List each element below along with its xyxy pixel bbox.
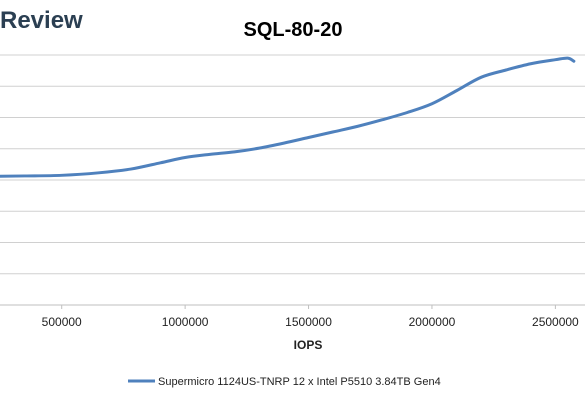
x-tick-label-3: 2000000 (409, 315, 456, 329)
series-group (0, 56, 576, 178)
x-tick-label-1: 1000000 (162, 315, 209, 329)
x-axis-title: IOPS (294, 338, 323, 352)
legend: Supermicro 1124US-TNRP 12 x Intel P5510 … (128, 376, 441, 388)
x-axis: 500000 1000000 1500000 2000000 2500000 (42, 305, 579, 329)
brand-logo-text: Review (0, 7, 83, 34)
x-tick-label-2: 1500000 (285, 315, 332, 329)
legend-label: Supermicro 1124US-TNRP 12 x Intel P5510 … (158, 376, 441, 388)
chart-title: SQL-80-20 (244, 19, 343, 41)
x-tick-label-0: 500000 (42, 315, 82, 329)
gridlines (0, 54, 585, 306)
series-line-0 (0, 56, 576, 178)
x-tick-label-4: 2500000 (532, 315, 579, 329)
